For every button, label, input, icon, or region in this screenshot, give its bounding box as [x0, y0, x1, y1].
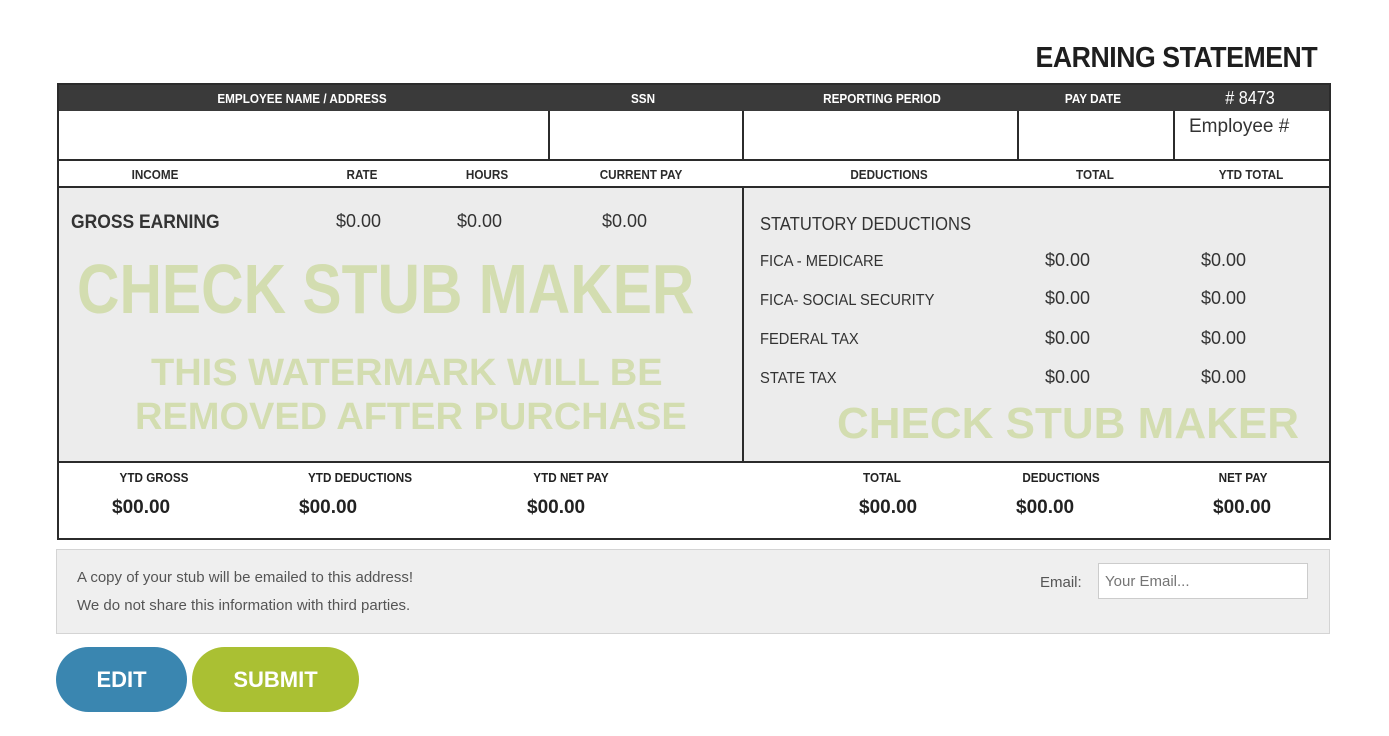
deductions-header: DEDUCTIONS	[850, 167, 928, 182]
deductions-label: DEDUCTIONS	[1022, 470, 1100, 485]
deduction-total: $0.00	[1045, 250, 1091, 270]
email-note-line2: We do not share this information with th…	[77, 597, 411, 614]
divider	[548, 111, 550, 161]
deduction-label: FICA- SOCIAL SECURITY	[760, 292, 935, 309]
deduction-ytd: $0.00	[1201, 367, 1247, 387]
page-title: EARNING STATEMENT	[1035, 42, 1317, 74]
ytd-deductions-label: YTD DEDUCTIONS	[307, 470, 413, 485]
ytd-net-pay-label: YTD NET PAY	[533, 470, 609, 485]
watermark-line1: THIS WATERMARK WILL BE	[151, 352, 663, 394]
email-section: A copy of your stub will be emailed to t…	[56, 549, 1330, 634]
deduction-label: FICA - MEDICARE	[760, 253, 884, 270]
deduction-ytd: $0.00	[1201, 250, 1247, 270]
submit-button[interactable]: SUBMIT	[192, 647, 359, 712]
ytd-gross-value: $00.00	[112, 497, 171, 518]
ssn-header: SSN	[630, 91, 656, 106]
rate-value: $0.00	[336, 211, 382, 231]
email-label: Email:	[1040, 574, 1082, 591]
rate-header: RATE	[346, 167, 378, 182]
ytd-gross-label: YTD GROSS	[119, 470, 189, 485]
total-value: $00.00	[859, 497, 918, 518]
reporting-period-header: REPORTING PERIOD	[823, 91, 941, 106]
deduction-total: $0.00	[1045, 288, 1091, 308]
deduction-total: $0.00	[1045, 367, 1091, 387]
divider	[742, 111, 744, 161]
statutory-deductions-heading: STATUTORY DEDUCTIONS	[760, 214, 972, 234]
total-header: TOTAL	[1076, 167, 1114, 182]
divider	[59, 159, 1329, 161]
stub-body: CHECK STUB MAKER THIS WATERMARK WILL BE …	[59, 188, 1329, 462]
email-note-line1: A copy of your stub will be emailed to t…	[77, 569, 414, 586]
deductions-value: $00.00	[1016, 497, 1075, 518]
divider	[742, 188, 744, 462]
divider	[59, 461, 1329, 463]
pay-date-header: PAY DATE	[1064, 91, 1122, 106]
employee-name-header: EMPLOYEE NAME / ADDRESS	[217, 91, 387, 106]
divider	[1017, 111, 1019, 161]
total-label: TOTAL	[863, 470, 901, 485]
divider	[1173, 111, 1175, 161]
hours-value: $0.00	[457, 211, 503, 231]
earning-statement: EMPLOYEE NAME / ADDRESS SSN REPORTING PE…	[57, 83, 1331, 540]
income-header: INCOME	[131, 167, 179, 182]
ytd-net-pay-value: $00.00	[527, 497, 586, 518]
ytd-total-header: YTD TOTAL	[1218, 167, 1284, 182]
divider	[59, 186, 1329, 188]
hours-header: HOURS	[465, 167, 509, 182]
edit-button[interactable]: EDIT	[56, 647, 187, 712]
current-pay-header: CURRENT PAY	[599, 167, 683, 182]
email-input[interactable]	[1098, 563, 1308, 599]
net-pay-value: $00.00	[1213, 497, 1272, 518]
deduction-label: FEDERAL TAX	[760, 331, 859, 348]
employee-number-label: Employee #	[1189, 116, 1290, 137]
deduction-label: STATE TAX	[760, 370, 837, 387]
deduction-ytd: $0.00	[1201, 328, 1247, 348]
current-pay-value: $0.00	[602, 211, 648, 231]
watermark-main: CHECK STUB MAKER	[77, 250, 695, 328]
stub-number: # 8473	[1225, 88, 1275, 108]
header-bar	[59, 85, 1329, 111]
watermark-line2: REMOVED AFTER PURCHASE	[135, 396, 687, 438]
deduction-total: $0.00	[1045, 328, 1091, 348]
net-pay-label: NET PAY	[1218, 470, 1268, 485]
deduction-ytd: $0.00	[1201, 288, 1247, 308]
gross-earning-label: GROSS EARNING	[71, 212, 220, 233]
ytd-deductions-value: $00.00	[299, 497, 358, 518]
watermark-secondary: CHECK STUB MAKER	[837, 399, 1299, 448]
